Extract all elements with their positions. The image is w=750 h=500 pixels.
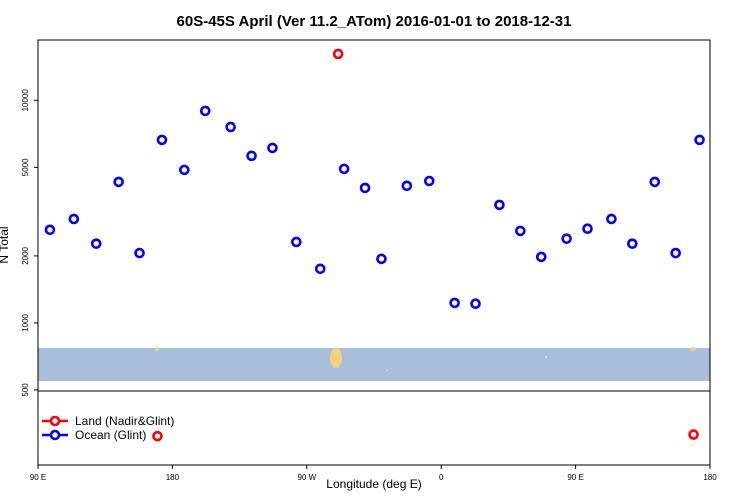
ocean-strip: [38, 348, 710, 381]
point: [401, 180, 413, 192]
point: [68, 213, 80, 225]
y-tick-label: 5000: [21, 158, 30, 176]
point: [179, 164, 190, 176]
point: [494, 199, 505, 211]
legend-label: Ocean (Glint): [75, 428, 146, 442]
x-tick-label: 180: [703, 473, 717, 482]
x-tick-label: 90 E: [30, 473, 46, 482]
point: [267, 142, 278, 154]
plot-frame: [37, 39, 711, 466]
point: [627, 238, 638, 249]
point: [291, 236, 302, 248]
point: [332, 48, 344, 60]
y-tick-label: 2000: [21, 246, 30, 264]
point: [688, 429, 699, 440]
y-tick-label: 10000: [21, 89, 30, 112]
point: [246, 150, 257, 162]
point: [449, 297, 460, 309]
x-tick-label: 90 E: [567, 473, 583, 482]
point: [359, 182, 371, 194]
point: [376, 253, 387, 265]
y-axis-title: N Total: [0, 226, 11, 263]
x-tick-label: 180: [166, 473, 180, 482]
point: [152, 430, 163, 442]
legend-label: Land (Nadir&Glint): [75, 414, 174, 428]
point: [515, 225, 526, 237]
point: [535, 251, 547, 263]
chart-title: 60S-45S April (Ver 11.2_ATom) 2016-01-01…: [177, 13, 572, 30]
land-shape: [386, 369, 388, 371]
point: [582, 223, 593, 234]
map-strip: [38, 347, 710, 381]
land-shape: [155, 347, 159, 351]
point: [470, 298, 481, 309]
x-tick-label: 0: [439, 473, 444, 482]
point: [113, 176, 124, 188]
land-shape: [330, 348, 342, 368]
legend-marker: [49, 429, 61, 441]
point: [199, 105, 211, 117]
land-shape: [690, 347, 696, 351]
point: [225, 121, 236, 133]
point: [606, 213, 617, 225]
point: [156, 134, 168, 146]
point: [423, 175, 435, 187]
point: [694, 134, 705, 146]
point: [314, 263, 326, 275]
point: [44, 224, 56, 236]
point: [134, 247, 145, 259]
point: [90, 238, 102, 249]
land-shape: [545, 356, 547, 358]
point: [670, 247, 681, 259]
point: [649, 176, 661, 188]
x-tick-label: 90 W: [297, 473, 316, 482]
y-tick-label: 500: [21, 383, 30, 397]
y-tick-label: 1000: [21, 313, 30, 331]
point: [338, 163, 350, 175]
point: [561, 233, 572, 244]
x-axis-title: Longitude (deg E): [326, 477, 421, 491]
legend-marker: [49, 415, 61, 427]
